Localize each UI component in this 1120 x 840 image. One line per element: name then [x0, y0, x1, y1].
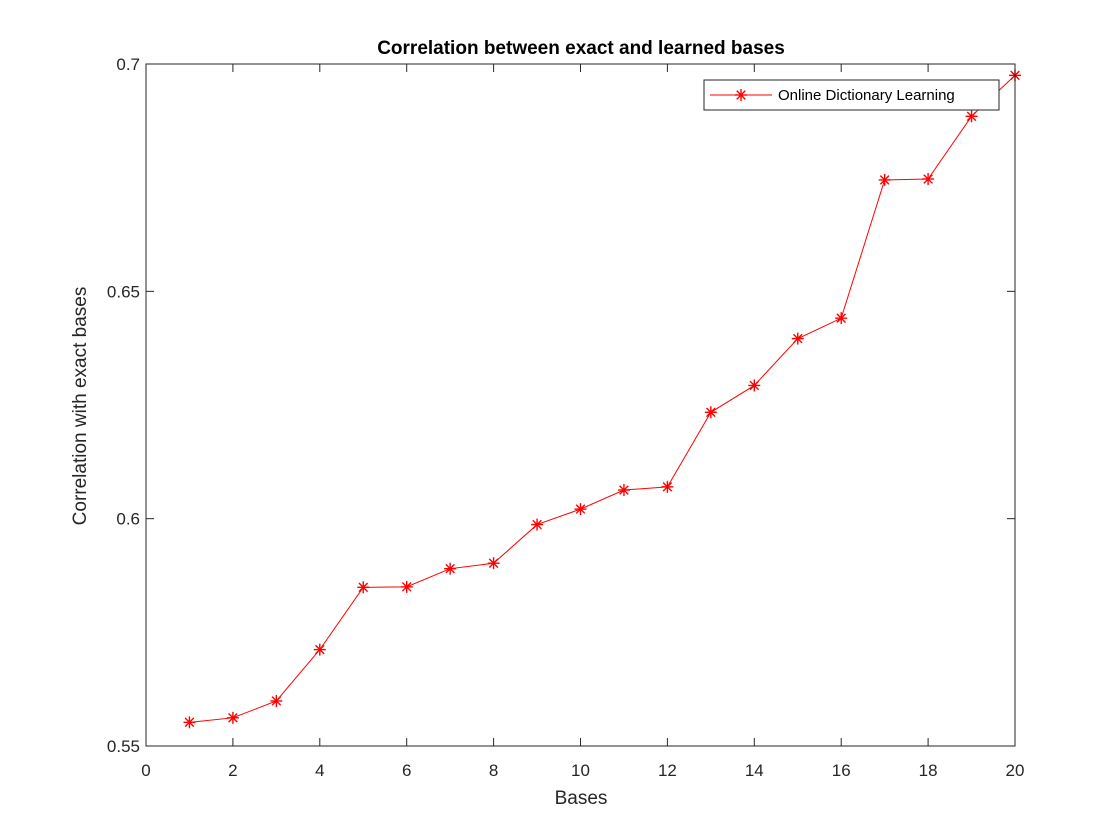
data-point — [704, 406, 717, 419]
chart-title: Correlation between exact and learned ba… — [377, 38, 785, 59]
legend-label: Online Dictionary Learning — [778, 87, 955, 104]
data-point — [748, 379, 761, 392]
data-point — [270, 694, 283, 707]
y-tick-label: 0.6 — [116, 510, 140, 529]
data-point — [965, 110, 978, 123]
x-tick-label: 2 — [228, 761, 237, 780]
x-tick-label: 14 — [745, 761, 764, 780]
y-tick-label: 0.55 — [107, 737, 140, 756]
legend-marker — [735, 89, 747, 101]
data-point — [400, 580, 413, 593]
data-point — [661, 480, 674, 493]
data-point — [487, 557, 500, 570]
x-tick-label: 16 — [832, 761, 851, 780]
data-point — [574, 503, 587, 516]
x-ticks: 0 2 4 6 8 10 12 14 16 18 20 — [141, 64, 1024, 780]
plot-area — [146, 64, 1015, 746]
legend: Online Dictionary Learning — [703, 79, 1000, 111]
x-tick-label: 10 — [571, 761, 590, 780]
data-point — [878, 173, 891, 186]
data-point — [357, 581, 370, 594]
x-tick-label: 8 — [489, 761, 498, 780]
data-point — [444, 562, 457, 575]
data-point — [922, 173, 935, 186]
x-tick-label: 0 — [141, 761, 150, 780]
legend-marker-star — [735, 89, 747, 101]
data-point — [183, 716, 196, 729]
data-point — [835, 312, 848, 325]
x-tick-label: 6 — [402, 761, 411, 780]
data-point — [791, 332, 804, 345]
x-tick-label: 4 — [315, 761, 324, 780]
plot-frame — [145, 63, 1016, 747]
x-axis-label: Bases — [555, 788, 608, 809]
y-tick-label: 0.7 — [116, 55, 140, 74]
data-point — [531, 518, 544, 531]
data-point — [617, 484, 630, 497]
x-tick-label: 12 — [658, 761, 677, 780]
x-tick-label: 18 — [919, 761, 938, 780]
series-layer — [183, 69, 1021, 729]
y-tick-label: 0.65 — [107, 282, 140, 301]
data-point — [313, 643, 326, 656]
series-line — [189, 75, 1016, 723]
data-point — [226, 711, 239, 724]
x-tick-label: 20 — [1006, 761, 1025, 780]
y-axis-label: Correlation with exact bases — [70, 287, 91, 526]
